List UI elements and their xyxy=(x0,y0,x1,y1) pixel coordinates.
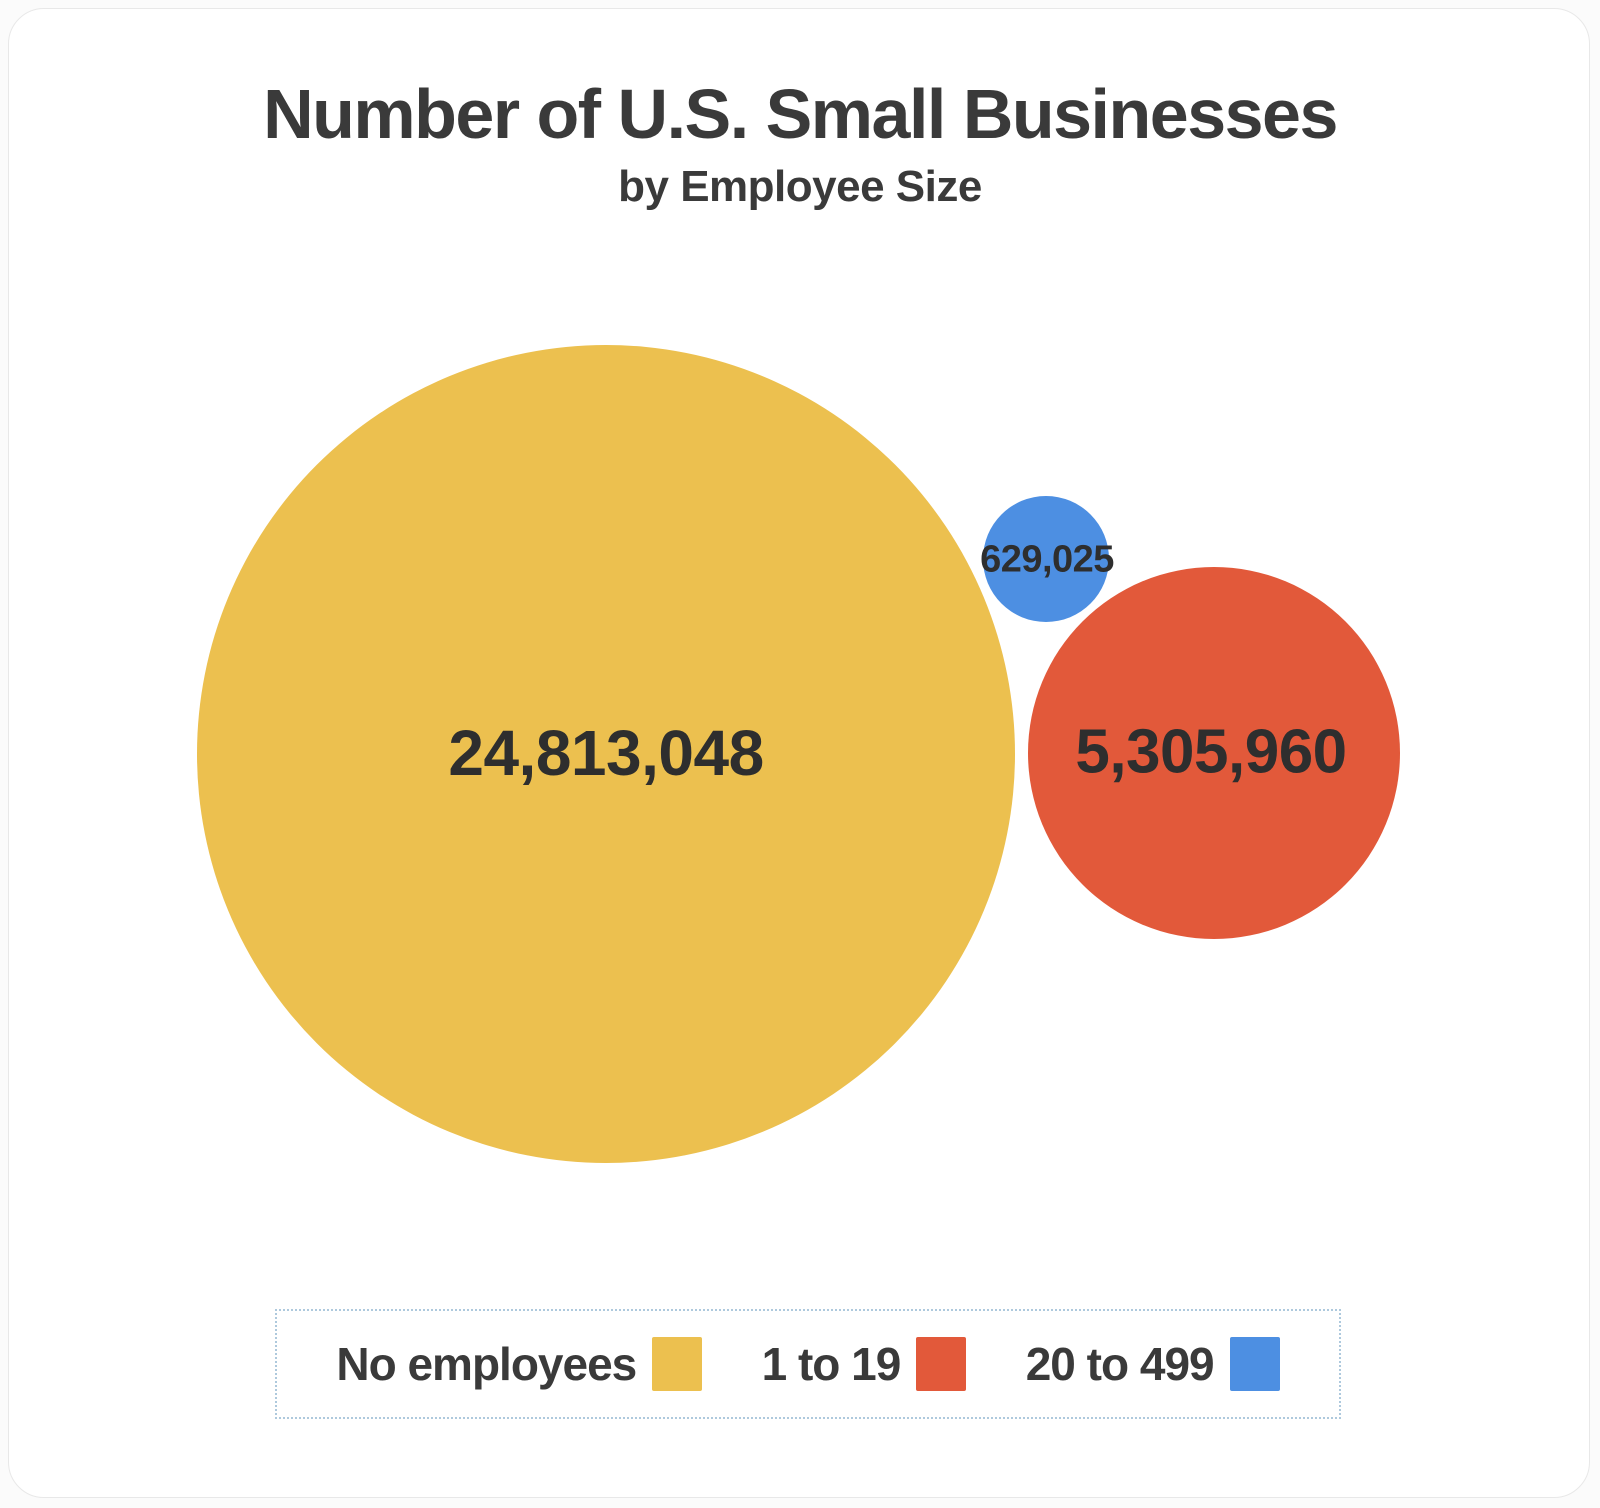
bubble-no-employees xyxy=(197,345,1015,1163)
legend: No employees 1 to 19 20 to 499 xyxy=(275,1309,1341,1419)
bubble-value-1-to-19: 5,305,960 xyxy=(1075,717,1347,787)
chart-title: Number of U.S. Small Businesses xyxy=(263,75,1338,153)
legend-swatch-yellow xyxy=(652,1337,703,1391)
legend-label-20-to-499: 20 to 499 xyxy=(1025,1338,1215,1390)
bubble-20-to-499 xyxy=(983,496,1109,622)
legend-item-no-employees: No employees xyxy=(336,1337,703,1391)
chart-subtitle: by Employee Size xyxy=(618,161,982,211)
legend-item-1-to-19: 1 to 19 xyxy=(762,1337,967,1391)
legend-swatch-red xyxy=(916,1337,967,1391)
legend-swatch-blue xyxy=(1229,1337,1280,1391)
title-block: Number of U.S. Small Businesses by Emplo… xyxy=(0,75,1600,212)
legend-label-1-to-19: 1 to 19 xyxy=(761,1338,902,1390)
legend-item-20-to-499: 20 to 499 xyxy=(1026,1337,1280,1391)
legend-label-no-employees: No employees xyxy=(336,1338,637,1390)
bubble-value-no-employees: 24,813,048 xyxy=(448,717,764,789)
bubble-1-to-19 xyxy=(1028,567,1400,939)
bubble-value-20-to-499: 629,025 xyxy=(980,538,1114,581)
